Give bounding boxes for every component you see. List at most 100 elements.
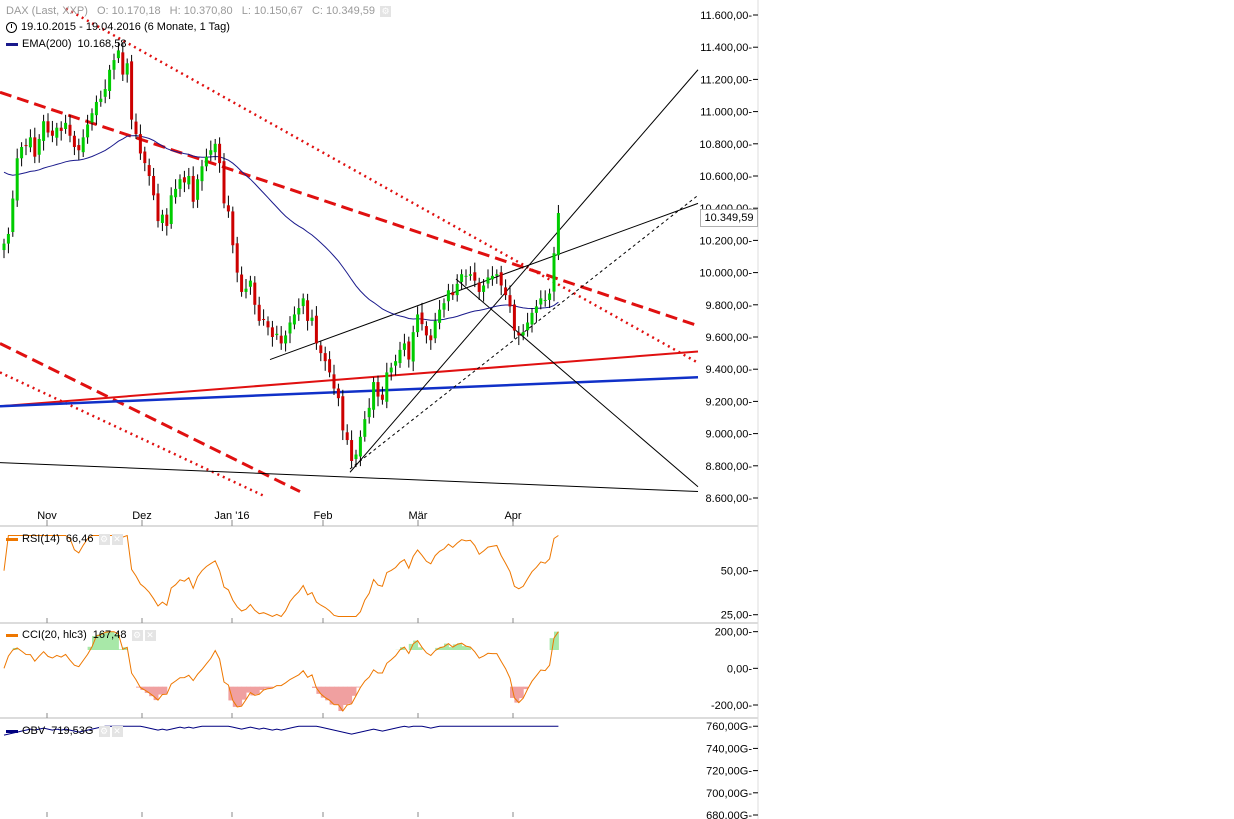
cci-oversold-fill — [347, 686, 353, 704]
candle-down — [50, 130, 54, 136]
candle-up — [389, 367, 393, 373]
candle-up — [543, 299, 547, 301]
rsi-label: RSI(14) — [22, 533, 60, 545]
candle-up — [354, 454, 358, 460]
ema-200-line — [3, 135, 559, 321]
cci-overbought-fill — [417, 647, 423, 650]
obv-legend: OBV 719,53G ⚙ ✕ — [6, 724, 123, 738]
instrument-name: DAX (Last, XXP) — [6, 5, 88, 17]
y-tick-label: 10.000,00- — [699, 268, 752, 280]
candle-down — [33, 137, 37, 157]
cci-oversold-fill — [523, 686, 529, 690]
candle-down — [130, 61, 134, 120]
candle-up — [442, 303, 446, 310]
candle-down — [407, 341, 411, 360]
candle-up — [394, 361, 398, 366]
cci-overbought-fill — [413, 640, 419, 650]
last-price-label: 10.349,59 — [700, 209, 758, 227]
cci-oversold-fill — [510, 686, 515, 698]
cci-close-icon[interactable]: ✕ — [144, 629, 156, 641]
obv-line — [3, 725, 559, 736]
rsi-close-icon[interactable]: ✕ — [111, 533, 123, 545]
cci-oversold-fill — [263, 686, 269, 689]
candle-down — [279, 335, 283, 344]
cci-oversold-fill — [241, 686, 247, 700]
ema-legend: EMA(200) 10.168,58 — [6, 37, 126, 51]
candle-down — [323, 353, 327, 362]
candle-up — [398, 349, 402, 364]
y-tick-label: 700,00G- — [706, 788, 752, 800]
black-falling-trendline — [455, 278, 699, 488]
cci-oversold-fill — [329, 686, 335, 705]
cci-oversold-fill — [312, 686, 317, 688]
candle-up — [411, 332, 415, 362]
black-dashed-trendline — [349, 194, 699, 470]
y-tick-label: 740,00G- — [706, 743, 752, 755]
cci-oversold-fill — [149, 686, 155, 697]
candle-down — [218, 143, 222, 164]
candle-up — [416, 314, 420, 333]
y-tick-label: 50,00- — [721, 566, 753, 578]
y-tick-label: 720,00G- — [706, 766, 752, 778]
obv-close-icon[interactable]: ✕ — [111, 725, 123, 737]
candle-up — [178, 179, 182, 189]
grid-lines — [46, 520, 514, 817]
cci-overbought-fill — [452, 644, 458, 650]
y-tick-label: 0,00- — [727, 663, 752, 675]
candle-down — [46, 121, 50, 133]
red-dotted-lower-channel — [0, 371, 266, 498]
red-dotted-upper-channel — [65, 7, 699, 364]
candle-up — [42, 121, 46, 141]
candle-up — [433, 320, 437, 339]
candle-up — [64, 122, 68, 129]
candle-up — [125, 63, 129, 75]
cci-oversold-fill — [136, 686, 141, 688]
obv-value: 719,53G — [51, 725, 94, 737]
candle-down — [235, 243, 239, 273]
candle-up — [103, 89, 107, 97]
cci-overbought-fill — [554, 631, 559, 650]
candle-down — [306, 300, 310, 321]
y-tick-label: 11.600,00- — [700, 10, 752, 22]
candle-up — [455, 283, 459, 296]
blue-support-line — [0, 376, 699, 408]
y-tick-label: 760,00G- — [706, 721, 752, 733]
date-range: 19.10.2015 - 19.04.2016 (6 Monate, 1 Tag… — [6, 20, 230, 34]
candle-down — [191, 176, 195, 202]
candle-down — [512, 304, 516, 331]
candle-down — [59, 127, 63, 131]
candle-down — [165, 214, 169, 226]
candle-up — [464, 275, 468, 277]
cci-settings-icon[interactable]: ⚙ — [131, 629, 143, 641]
cci-oversold-fill — [144, 686, 150, 693]
candle-down — [341, 396, 345, 431]
y-tick-label: 9.600,00- — [706, 332, 753, 344]
candle-down — [226, 205, 230, 212]
candle-down — [477, 282, 481, 292]
y-tick-label: 11.200,00- — [700, 74, 752, 86]
y-tick-label: -200,00- — [711, 700, 752, 712]
date-range-text: 19.10.2015 - 19.04.2016 (6 Monate, 1 Tag… — [21, 21, 230, 33]
candle-down — [350, 440, 354, 461]
candle-up — [288, 322, 292, 334]
candle-down — [451, 292, 455, 296]
candle-up — [116, 50, 120, 59]
rsi-settings-icon[interactable]: ⚙ — [98, 533, 110, 545]
obv-swatch — [6, 729, 18, 733]
cci-oversold-fill — [250, 686, 256, 696]
candle-up — [174, 188, 178, 198]
candle-up — [486, 277, 490, 284]
candle-up — [99, 98, 103, 102]
candle-up — [468, 274, 472, 276]
candle-up — [460, 274, 464, 282]
candle-up — [160, 214, 164, 224]
y-tick-label: 9.800,00- — [706, 300, 753, 312]
candle-down — [508, 295, 512, 307]
cci-oversold-fill — [325, 686, 331, 701]
candle-up — [385, 372, 389, 402]
obv-settings-icon[interactable]: ⚙ — [98, 725, 110, 737]
cci-overbought-fill — [457, 643, 463, 650]
cci-overbought-fill — [100, 632, 106, 650]
settings-icon[interactable]: ⚙ — [380, 5, 392, 17]
